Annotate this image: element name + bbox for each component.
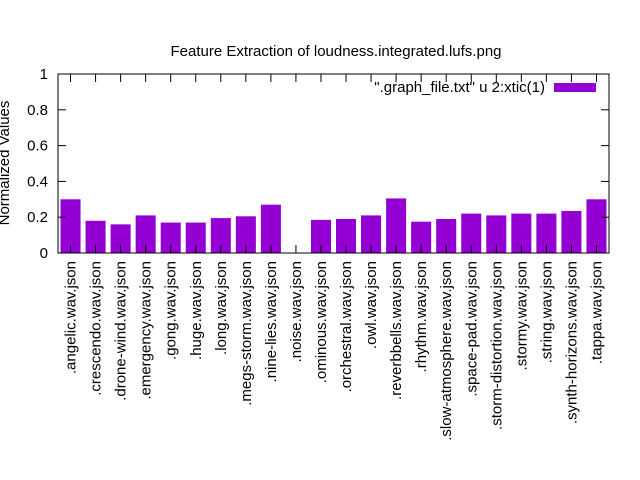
x-tick-label: .stormy.wav.json: [513, 261, 530, 370]
x-tick-label: .huge.wav.json: [188, 261, 205, 360]
bar-11: [336, 218, 357, 253]
axes-group: [57, 73, 610, 254]
x-tick-label: .nine-lies.wav.json: [263, 261, 280, 382]
bar-19: [536, 213, 557, 253]
x-tick-label: .drone-wind.wav.json: [113, 261, 130, 401]
x-tick-label: .reverbbells.wav.json: [388, 261, 405, 400]
chart-title: Feature Extraction of loudness.integrate…: [170, 43, 501, 60]
x-tick-label: .space-pad.wav.json: [463, 261, 480, 397]
x-tick-label: .crescendo.wav.json: [88, 261, 105, 396]
x-tick-label: .noise.wav.json: [288, 261, 305, 362]
bar-5: [185, 222, 206, 253]
x-tick-label: .string.wav.json: [538, 261, 555, 363]
x-tick-label: .owl.wav.json: [363, 261, 380, 349]
bar-0: [60, 199, 81, 253]
bar-16: [461, 213, 482, 253]
bars-group: [60, 198, 607, 253]
bar-10: [310, 219, 331, 253]
y-tick-label: 0: [40, 245, 48, 262]
x-tick-label: .synth-horizons.wav.json: [563, 261, 580, 424]
x-ticks-group: .angelic.wav.json .crescendo.wav.json .dro…: [63, 74, 605, 441]
bar-21: [586, 199, 607, 253]
y-tick-label: 0.4: [27, 173, 48, 190]
bar-14: [411, 221, 432, 253]
y-axis-label: Normalized Values: [0, 101, 13, 226]
bar-13: [386, 198, 407, 253]
x-tick-label: .slow-atmosphere.wav.json: [438, 261, 455, 441]
bar-18: [511, 213, 532, 253]
bar-12: [361, 215, 382, 253]
y-tick-label: 0.2: [27, 209, 48, 226]
y-tick-label: 1: [40, 66, 48, 83]
x-tick-label: .orchestral.wav.json: [338, 261, 355, 392]
bar-20: [561, 210, 582, 253]
x-tick-label: .emergency.wav.json: [138, 261, 155, 400]
legend: ".graph_file.txt" u 2:xtic(1): [374, 79, 596, 96]
y-ticks-group: 0 0.2 0.4 0.6 0.8 1: [27, 66, 609, 262]
bar-15: [436, 218, 457, 253]
bar-1: [85, 220, 106, 253]
bar-4: [160, 222, 181, 253]
x-tick-label: .gong.wav.json: [163, 261, 180, 360]
x-tick-label: .long.wav.json: [213, 261, 230, 355]
bar-17: [486, 215, 507, 253]
bar-6: [210, 218, 231, 253]
bar-8: [260, 204, 281, 253]
x-tick-label: .megs-storm.wav.json: [238, 261, 255, 406]
x-tick-label: .rhythm.wav.json: [413, 261, 430, 372]
y-tick-label: 0.6: [27, 138, 48, 155]
bar-7: [235, 216, 256, 253]
bar-2: [110, 224, 131, 253]
legend-swatch: [554, 83, 596, 92]
plot-frame: [57, 73, 610, 254]
legend-label: ".graph_file.txt" u 2:xtic(1): [374, 79, 545, 96]
x-tick-label: .storm-distortion.wav.json: [488, 261, 505, 430]
y-tick-label: 0.8: [27, 102, 48, 119]
bar-3: [135, 215, 156, 253]
x-tick-label: .ominous.wav.json: [313, 261, 330, 383]
x-tick-label: .tappa.wav.json: [588, 261, 605, 364]
x-tick-label: .angelic.wav.json: [63, 261, 80, 374]
